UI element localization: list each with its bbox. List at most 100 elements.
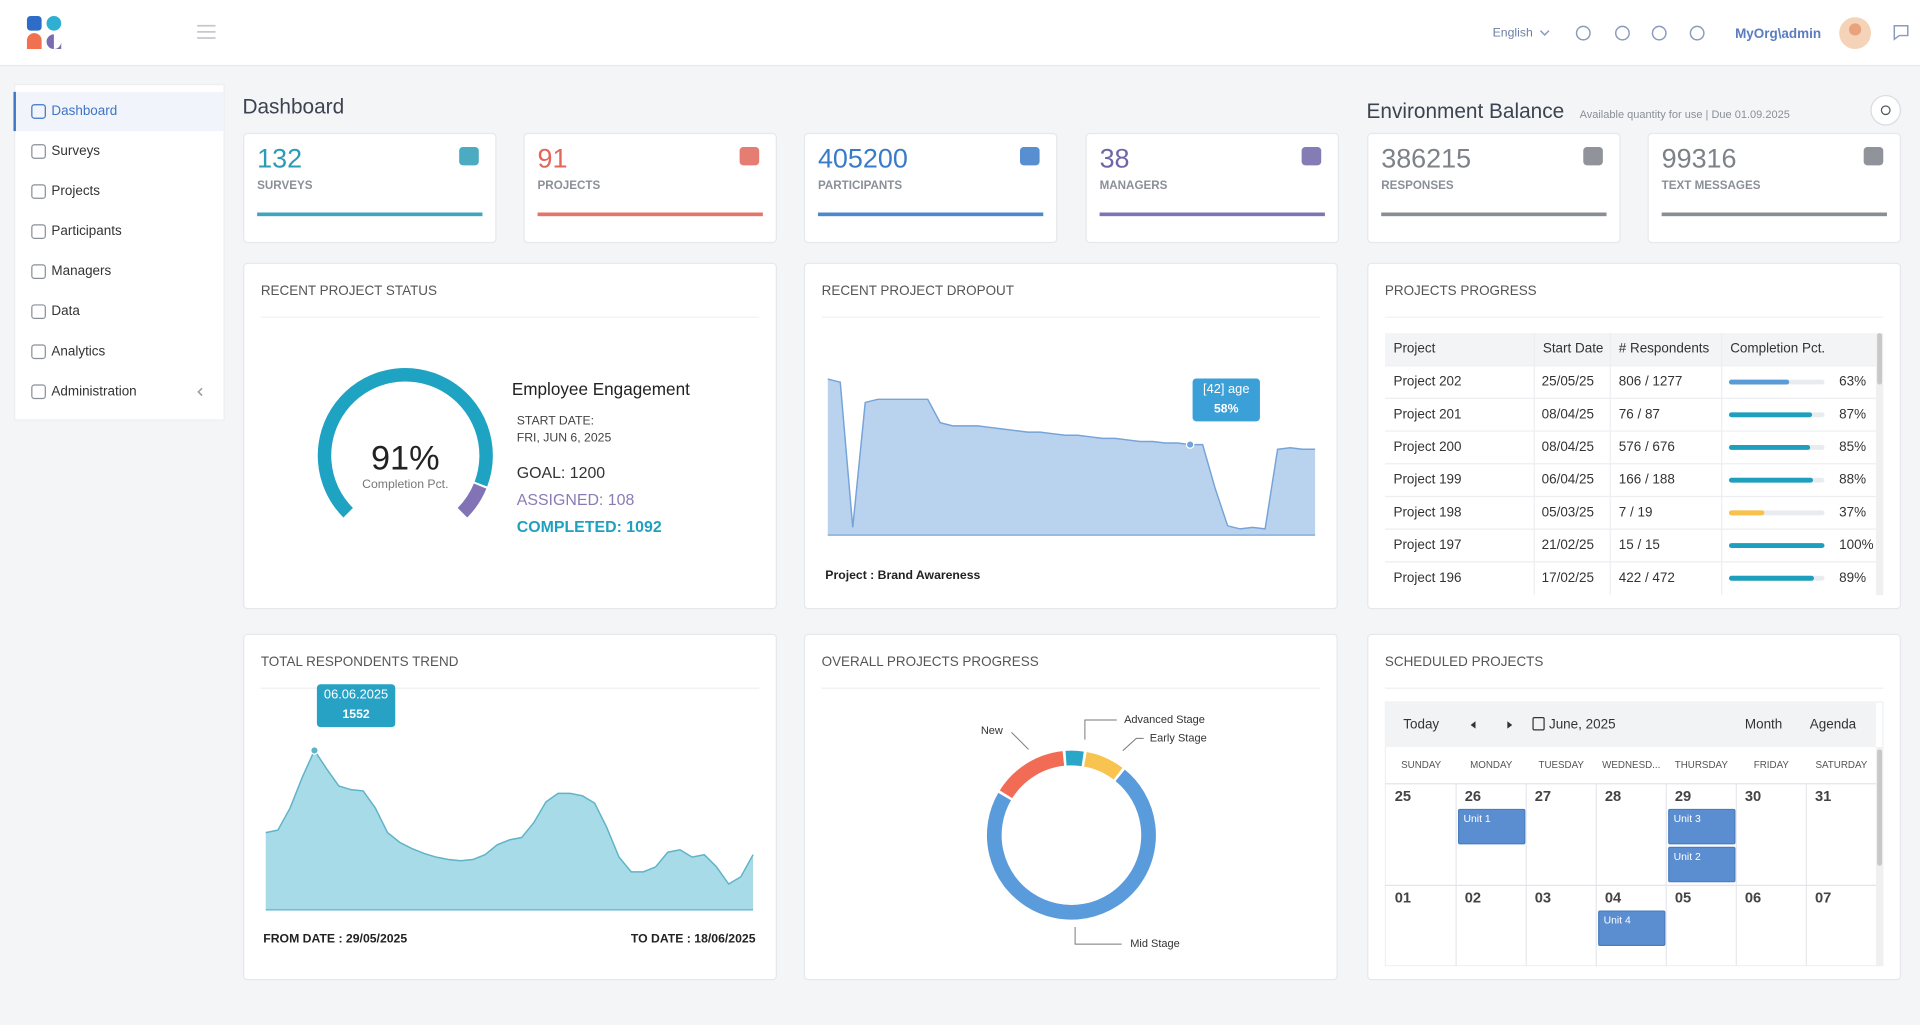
donut-segment (999, 751, 1065, 799)
sidebar-icon (31, 344, 46, 360)
day-number: 31 (1815, 789, 1831, 805)
stat-label: TEXT MESSAGES (1662, 179, 1761, 192)
sidebar-active-bg (14, 91, 225, 132)
sidebar-item[interactable]: Participants (51, 223, 122, 238)
toolbar-button[interactable]: Agenda (1810, 717, 1857, 732)
logo[interactable] (26, 15, 62, 50)
logo-part (26, 15, 42, 31)
cell: 21/02/25 (1542, 537, 1594, 552)
cell: 05/03/25 (1542, 504, 1594, 519)
cell: 15 / 15 (1619, 537, 1660, 552)
sidebar-item[interactable]: Projects (51, 183, 100, 198)
header-icon[interactable] (1575, 25, 1591, 41)
header-icon[interactable] (1651, 25, 1667, 41)
cell: Project 200 (1393, 439, 1461, 454)
leader-line (1122, 737, 1144, 752)
header-icon[interactable] (1614, 25, 1630, 41)
cell: 25/05/25 (1542, 374, 1594, 389)
event-label: Unit 2 (1674, 852, 1701, 863)
logo-part (46, 15, 62, 31)
header-icon[interactable] (1689, 25, 1705, 41)
cell: Project 202 (1393, 374, 1461, 389)
cell: 06/04/25 (1542, 472, 1594, 487)
avatar-head (1848, 23, 1862, 36)
scrollbar-thumb[interactable] (1877, 333, 1883, 385)
language-select[interactable]: English (1493, 25, 1533, 39)
stat-bar (1099, 212, 1325, 217)
stat-label: RESPONSES (1381, 179, 1454, 192)
settings-button[interactable] (1870, 94, 1902, 126)
column-header: Completion Pct. (1730, 341, 1825, 356)
toolbar-button[interactable]: Month (1745, 717, 1782, 732)
start-date: FRI, JUN 6, 2025 (517, 431, 612, 445)
stat-icon (739, 146, 760, 166)
submenu-chevron (197, 387, 203, 397)
tooltip-point (310, 746, 319, 755)
donut-segment (1083, 752, 1123, 780)
cell: 806 / 1277 (1619, 374, 1683, 389)
calendar-scrollbar-thumb[interactable] (1877, 749, 1883, 866)
sidebar-icon (31, 184, 46, 199)
stat-icon (1863, 146, 1884, 166)
chat-icon[interactable] (1893, 25, 1909, 41)
tooltip-label: [42] age (1203, 381, 1249, 396)
tooltip-value: 58% (1214, 401, 1239, 415)
donut-label: Early Stage (1150, 732, 1207, 744)
environment-title: Environment Balance (1367, 100, 1565, 123)
progress-bar (1728, 510, 1765, 516)
event[interactable] (1668, 846, 1736, 883)
column-header: Project (1393, 341, 1435, 356)
event-label: Unit 1 (1464, 814, 1491, 825)
sidebar-item[interactable]: Analytics (51, 343, 105, 358)
prev-button[interactable] (1470, 721, 1476, 729)
cell: 88% (1839, 472, 1866, 487)
sidebar-item[interactable]: Surveys (51, 143, 100, 158)
next-button[interactable] (1507, 721, 1513, 729)
panel-title: TOTAL RESPONDENTS TREND (261, 654, 459, 669)
cell: Project 196 (1393, 570, 1461, 585)
scrollbar (1875, 333, 1884, 596)
table-header (1384, 333, 1876, 365)
user-name[interactable]: MyOrg\admin (1735, 26, 1821, 41)
sidebar-item[interactable]: Data (51, 303, 80, 318)
stat-label: PARTICIPANTS (818, 179, 902, 192)
stat-bar (257, 212, 483, 217)
cell: Project 199 (1393, 472, 1461, 487)
stat-value: 132 (257, 144, 302, 174)
panel (1367, 262, 1902, 610)
leader-line (1074, 926, 1122, 945)
day-number: 07 (1815, 891, 1831, 907)
stat-value: 91 (538, 144, 568, 174)
page-title: Dashboard (242, 95, 344, 118)
event[interactable] (1668, 808, 1736, 845)
day-number: 29 (1675, 789, 1691, 805)
progress-bar (1728, 379, 1790, 385)
sidebar-item[interactable]: Dashboard (51, 103, 117, 118)
cell: 17/02/25 (1542, 570, 1594, 585)
stat-icon (1020, 146, 1040, 166)
completed: COMPLETED: 1092 (517, 519, 662, 536)
donut-label: New (981, 725, 1003, 737)
panel-title: PROJECTS PROGRESS (1385, 283, 1537, 298)
sidebar-icon (31, 304, 46, 320)
panel (243, 262, 777, 610)
stat-bar (1661, 212, 1887, 217)
column-header: # Respondents (1619, 341, 1710, 356)
environment-subtitle: Available quantity for use | Due 01.09.2… (1580, 109, 1790, 121)
tooltip-value: 1552 (342, 707, 369, 721)
day-number: 06 (1745, 891, 1761, 907)
cell: 85% (1839, 439, 1866, 454)
progress-bar (1728, 477, 1814, 483)
weekday: SATURDAY (1815, 760, 1867, 771)
event[interactable] (1598, 910, 1666, 946)
sidebar-item[interactable]: Managers (51, 263, 111, 278)
toolbar-button[interactable]: Today (1403, 717, 1439, 732)
sidebar-item[interactable]: Administration (51, 383, 136, 398)
weekday: SUNDAY (1401, 760, 1442, 771)
gauge-value: 91% (371, 440, 440, 478)
weekday: FRIDAY (1754, 760, 1790, 771)
cell: 89% (1839, 570, 1866, 585)
event[interactable] (1457, 808, 1526, 845)
menu-toggle[interactable] (197, 24, 216, 39)
